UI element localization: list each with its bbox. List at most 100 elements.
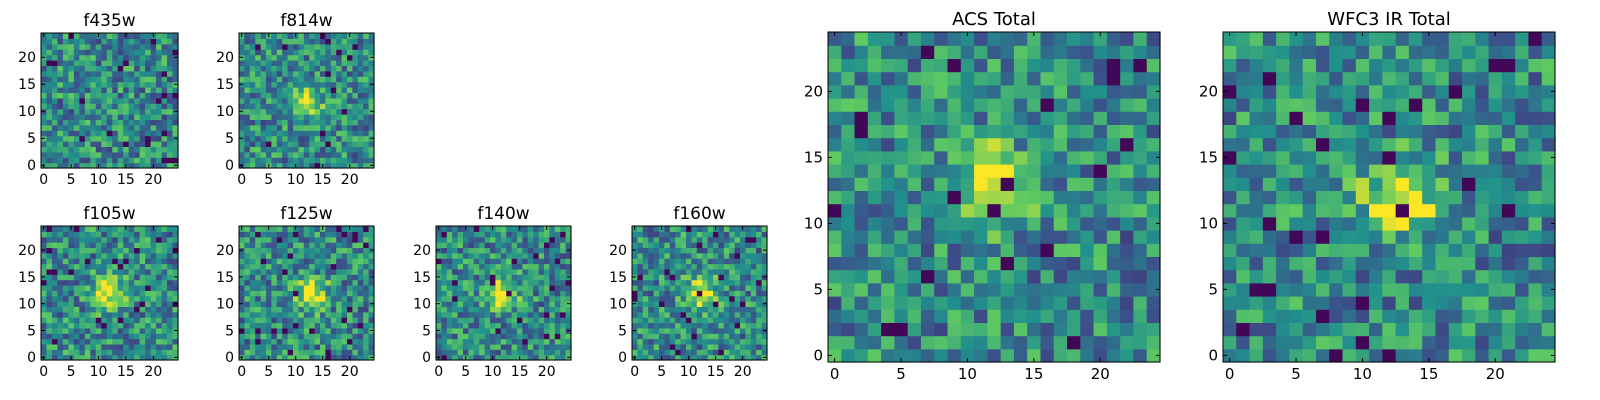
- heatmap-cell: [723, 268, 730, 275]
- heatmap-cell: [1249, 243, 1264, 257]
- heatmap-cell: [554, 263, 561, 270]
- heatmap-cell: [750, 349, 757, 356]
- heatmap-cell: [117, 258, 124, 265]
- heatmap-cell: [452, 231, 459, 238]
- heatmap-cell: [1027, 282, 1042, 297]
- heatmap-cell: [745, 301, 752, 307]
- heatmap-cell: [473, 338, 480, 345]
- heatmap-cell: [249, 306, 256, 313]
- heatmap-cell: [134, 258, 141, 265]
- heatmap-cell: [123, 141, 130, 147]
- heatmap-cell: [123, 54, 130, 61]
- heatmap-cell: [750, 247, 757, 254]
- heatmap-cell: [309, 290, 316, 297]
- heatmap-cell: [73, 226, 80, 232]
- heatmap-cell: [46, 279, 53, 286]
- heatmap-cell: [271, 295, 278, 302]
- heatmap-cell: [73, 317, 80, 324]
- heatmap-cell: [446, 317, 453, 324]
- heatmap-cell: [637, 268, 644, 275]
- heatmap-cell: [1448, 230, 1463, 244]
- heatmap-cell: [867, 309, 882, 323]
- heatmap-cell: [648, 279, 655, 286]
- heatmap-cell: [479, 338, 486, 345]
- heatmap-cell: [347, 247, 353, 254]
- heatmap-cell: [239, 268, 245, 275]
- heatmap-cell: [1080, 216, 1095, 231]
- heatmap-cell: [828, 216, 842, 231]
- heatmap-cell: [696, 349, 703, 356]
- heatmap-cell: [156, 338, 163, 345]
- heatmap-cell: [452, 268, 459, 275]
- heatmap-cell: [560, 274, 567, 281]
- heatmap-cell: [457, 306, 464, 313]
- heatmap-cell: [457, 333, 464, 340]
- heatmap-cell: [468, 226, 475, 232]
- heatmap-cell: [62, 97, 69, 104]
- heatmap-cell: [293, 322, 299, 329]
- heatmap-cell: [675, 301, 682, 307]
- heatmap-cell: [974, 71, 988, 86]
- heatmap-cell: [473, 333, 480, 340]
- heatmap-cell: [934, 335, 949, 350]
- heatmap-cell: [298, 327, 305, 334]
- heatmap-cell: [653, 226, 660, 232]
- heatmap-cell: [1106, 269, 1121, 284]
- heatmap-cell: [260, 49, 267, 56]
- heatmap-cell: [320, 231, 326, 238]
- heatmap-cell: [134, 343, 141, 350]
- heatmap-cell: [145, 247, 152, 254]
- heatmap-cell: [117, 306, 124, 313]
- heatmap-cell: [750, 343, 757, 350]
- heatmap-cell: [669, 247, 676, 254]
- heatmap-cell: [244, 70, 251, 77]
- heatmap-cell: [1475, 164, 1490, 178]
- heatmap-cell: [642, 226, 649, 232]
- heatmap-cell: [729, 252, 736, 259]
- heatmap-cell: [1146, 190, 1161, 205]
- heatmap-cell: [1448, 348, 1463, 363]
- heatmap-cell: [357, 119, 364, 126]
- heatmap-cell: [79, 349, 86, 356]
- heatmap-cell: [90, 119, 97, 126]
- heatmap-cell: [117, 60, 124, 66]
- heatmap-cell: [320, 108, 326, 115]
- heatmap-cell: [1355, 164, 1370, 178]
- heatmap-cell: [161, 151, 168, 158]
- heatmap-cell: [84, 354, 91, 361]
- heatmap-cell: [347, 322, 353, 329]
- heatmap-cell: [1541, 296, 1556, 310]
- heatmap-cell: [1276, 150, 1290, 165]
- heatmap-cell: [336, 333, 343, 340]
- heatmap-cell: [1369, 296, 1383, 310]
- heatmap-cell: [1369, 335, 1383, 350]
- heatmap-cell: [156, 135, 163, 142]
- heatmap-cell: [1027, 45, 1042, 59]
- heatmap-cell: [271, 301, 278, 307]
- heatmap-cell: [46, 349, 53, 356]
- heatmap-cell: [90, 38, 97, 45]
- heatmap-cell: [479, 327, 486, 334]
- heatmap-cell: [156, 317, 163, 324]
- heatmap-cell: [841, 32, 856, 46]
- heatmap-cell: [357, 54, 364, 61]
- heatmap-cell: [500, 306, 507, 313]
- heatmap-cell: [46, 162, 53, 169]
- heatmap-cell: [62, 38, 69, 45]
- heatmap-cell: [452, 284, 459, 291]
- heatmap-cell: [517, 284, 523, 291]
- heatmap-cell: [686, 258, 692, 265]
- heatmap-cell: [680, 242, 687, 249]
- heatmap-cell: [314, 97, 321, 104]
- heatmap-cell: [987, 164, 1002, 178]
- x-tick-label: 0: [39, 364, 48, 380]
- heatmap-cell: [95, 65, 102, 72]
- heatmap-cell: [46, 114, 53, 120]
- heatmap-cell: [1355, 230, 1370, 244]
- heatmap-cell: [336, 54, 343, 61]
- heatmap-cell: [1541, 203, 1556, 218]
- heatmap-cell: [314, 162, 321, 169]
- heatmap-cell: [854, 230, 869, 244]
- heatmap-cell: [330, 157, 337, 164]
- heatmap-cell: [560, 268, 567, 275]
